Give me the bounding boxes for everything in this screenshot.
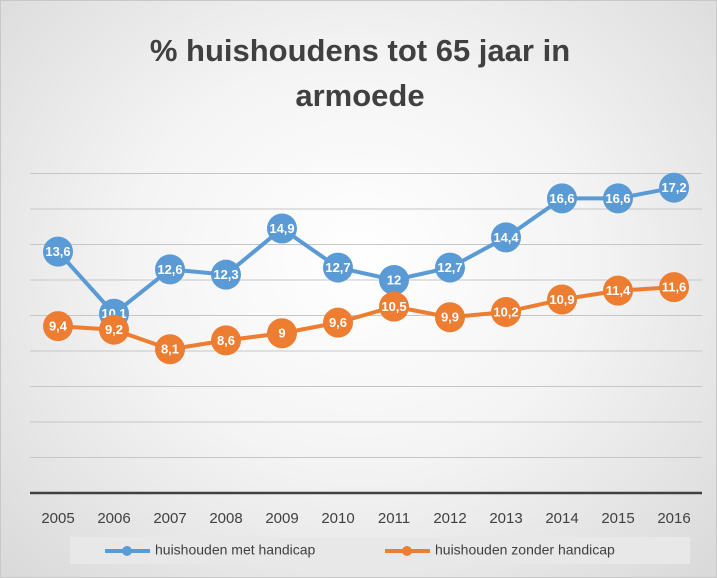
- series-line: [57, 285, 675, 352]
- data-label: 9,6: [329, 315, 347, 330]
- marker: [43, 236, 73, 267]
- x-tick-label: 2015: [601, 510, 634, 527]
- data-label: 10,9: [549, 292, 574, 307]
- marker: [603, 183, 633, 214]
- data-label: 12: [387, 272, 401, 287]
- x-tick-label: 2007: [153, 510, 186, 527]
- legend-label: huishouden zonder handicap: [435, 542, 615, 558]
- data-label: 9,9: [441, 310, 459, 325]
- chart-title: % huishoudens tot 65 jaar in armoede: [149, 33, 571, 113]
- marker: [659, 172, 689, 203]
- legend-box: [70, 537, 690, 564]
- marker: [267, 318, 297, 349]
- marker: [491, 296, 521, 327]
- data-label: 12,6: [157, 262, 182, 277]
- x-tick-label: 2011: [378, 510, 410, 527]
- marker: [491, 222, 521, 253]
- marker: [155, 334, 185, 365]
- marker: [379, 265, 409, 295]
- legend-marker: [122, 546, 132, 556]
- data-label: 11,4: [606, 283, 631, 298]
- data-label: 14,4: [493, 230, 519, 245]
- marker: [267, 213, 297, 244]
- data-label: 10,2: [493, 304, 518, 319]
- marker: [211, 325, 241, 356]
- marker: [155, 254, 185, 285]
- x-tick-label: 2014: [545, 510, 578, 527]
- marker: [603, 275, 633, 306]
- data-label: 17,2: [661, 180, 686, 195]
- data-label: 9: [278, 326, 285, 341]
- data-label: 9,2: [105, 322, 123, 337]
- data-label: 8,6: [217, 333, 235, 348]
- legend-marker: [402, 546, 412, 556]
- x-tick-label: 2010: [321, 510, 354, 527]
- data-label: 12,3: [213, 267, 238, 282]
- data-label: 13,6: [45, 244, 70, 259]
- marker: [547, 284, 577, 315]
- marker: [323, 307, 353, 338]
- marker: [211, 259, 241, 290]
- x-tick-label: 2016: [657, 510, 690, 527]
- data-label: 12,7: [437, 260, 462, 275]
- data-label: 8,1: [161, 342, 179, 357]
- data-label: 11,6: [662, 280, 687, 295]
- marker: [323, 252, 353, 283]
- x-tick-label: 2013: [489, 510, 522, 527]
- x-tick-label: 2006: [97, 510, 130, 527]
- data-label: 16,6: [549, 191, 574, 206]
- x-tick-label: 2009: [265, 510, 298, 527]
- marker: [659, 272, 689, 303]
- x-tick-label: 2005: [41, 510, 74, 527]
- legend-label: huishouden met handicap: [155, 542, 316, 558]
- marker: [435, 302, 465, 333]
- x-tick-label: 2008: [209, 510, 242, 527]
- x-tick-label: 2012: [433, 510, 466, 527]
- marker: [43, 311, 73, 342]
- data-label: 12,7: [325, 260, 350, 275]
- marker: [379, 291, 409, 322]
- data-label: 16,6: [605, 191, 630, 206]
- marker: [547, 183, 577, 214]
- data-label: 14,9: [269, 221, 294, 236]
- data-label: 9,4: [49, 319, 68, 334]
- data-label: 10,5: [381, 299, 406, 314]
- marker: [435, 252, 465, 283]
- marker: [99, 314, 129, 345]
